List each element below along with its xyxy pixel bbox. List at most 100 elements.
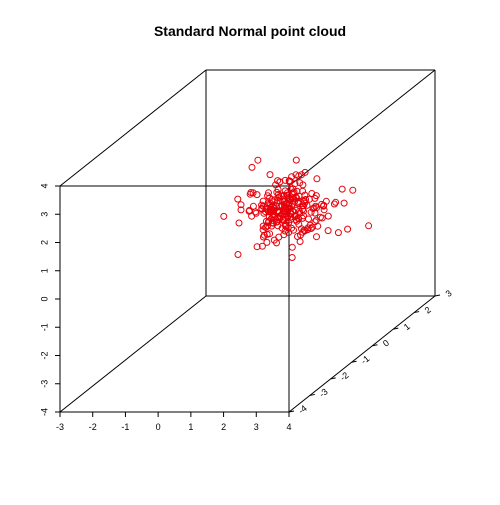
data-point bbox=[365, 222, 373, 230]
x-tick-label: -3 bbox=[56, 422, 64, 432]
data-point bbox=[307, 208, 315, 216]
data-point bbox=[338, 185, 346, 193]
data-point bbox=[269, 219, 276, 227]
data-point bbox=[220, 212, 228, 220]
z-tick-label: 4 bbox=[39, 183, 49, 188]
z-tick-label: -4 bbox=[39, 408, 49, 416]
data-point bbox=[308, 190, 316, 197]
data-point bbox=[293, 194, 301, 202]
data-point bbox=[322, 197, 330, 205]
data-point bbox=[275, 207, 283, 215]
data-point bbox=[264, 222, 272, 230]
data-point bbox=[259, 222, 267, 230]
data-point bbox=[340, 199, 348, 207]
y-tick-mark bbox=[330, 377, 336, 380]
z-tick-label: 3 bbox=[39, 212, 49, 217]
data-point bbox=[324, 227, 332, 235]
z-tick-label: 2 bbox=[39, 240, 49, 245]
data-point bbox=[274, 190, 282, 198]
data-point bbox=[254, 156, 262, 164]
data-point bbox=[248, 163, 256, 171]
data-point bbox=[259, 202, 267, 210]
x-tick-label: -1 bbox=[121, 422, 129, 432]
data-point bbox=[312, 192, 320, 200]
data-point bbox=[313, 233, 320, 241]
data-point bbox=[264, 192, 272, 200]
data-point bbox=[237, 206, 245, 214]
data-point bbox=[280, 231, 288, 239]
data-point bbox=[299, 181, 307, 189]
data-point bbox=[258, 204, 266, 212]
data-point bbox=[307, 225, 315, 232]
data-point bbox=[288, 243, 296, 251]
data-point bbox=[294, 214, 302, 222]
y-tick-mark bbox=[414, 311, 420, 314]
data-point bbox=[273, 214, 281, 221]
x-tick-label: 0 bbox=[156, 422, 161, 432]
y-tick-label: 0 bbox=[381, 338, 391, 349]
data-point bbox=[349, 186, 357, 194]
data-point bbox=[252, 208, 259, 216]
data-point bbox=[278, 201, 286, 209]
z-tick-label: -2 bbox=[39, 351, 49, 359]
data-point bbox=[289, 189, 297, 197]
y-tick-label: 3 bbox=[444, 288, 454, 299]
data-point bbox=[284, 194, 292, 202]
data-point bbox=[301, 199, 309, 207]
data-point bbox=[281, 176, 289, 184]
data-point bbox=[292, 156, 300, 164]
data-point bbox=[270, 236, 278, 244]
x-tick-label: 1 bbox=[188, 422, 193, 432]
data-point bbox=[258, 242, 266, 250]
data-point bbox=[268, 222, 276, 230]
data-point bbox=[266, 171, 274, 179]
chart-title: Standard Normal point cloud bbox=[154, 23, 346, 39]
data-point bbox=[296, 209, 304, 217]
data-point bbox=[265, 208, 273, 216]
data-point bbox=[330, 200, 338, 208]
y-tick-label: 1 bbox=[402, 321, 412, 332]
data-point bbox=[266, 230, 274, 238]
data-point bbox=[301, 168, 309, 176]
data-point bbox=[273, 218, 281, 226]
data-point bbox=[265, 200, 273, 208]
data-point bbox=[288, 254, 296, 261]
data-point bbox=[287, 185, 295, 193]
data-point bbox=[334, 229, 342, 237]
y-tick-label: 2 bbox=[423, 305, 433, 316]
data-point bbox=[265, 189, 272, 197]
x-tick-label: 4 bbox=[286, 422, 291, 432]
data-point bbox=[324, 212, 332, 220]
bounding-box bbox=[59, 69, 436, 413]
z-tick-label: 0 bbox=[39, 296, 49, 301]
data-point bbox=[295, 172, 303, 180]
data-point bbox=[332, 198, 340, 206]
data-point bbox=[266, 194, 274, 202]
data-point bbox=[302, 196, 310, 203]
x-tick-label: 3 bbox=[254, 422, 259, 432]
data-point bbox=[258, 201, 266, 209]
box-edge bbox=[288, 295, 436, 413]
data-point bbox=[274, 177, 282, 185]
y-tick-mark bbox=[434, 294, 441, 297]
data-point bbox=[269, 203, 277, 211]
z-tick-label: -3 bbox=[39, 380, 49, 388]
data-point bbox=[313, 204, 321, 212]
data-point bbox=[259, 233, 267, 241]
data-point bbox=[274, 186, 282, 193]
data-point bbox=[308, 223, 316, 231]
data-point bbox=[247, 189, 255, 196]
z-tick-label: 1 bbox=[39, 268, 49, 273]
data-point bbox=[286, 177, 294, 185]
data-point bbox=[296, 238, 304, 245]
z-tick-label: -1 bbox=[39, 323, 49, 331]
data-point bbox=[313, 175, 321, 183]
data-point bbox=[289, 208, 297, 216]
box-edge bbox=[59, 69, 207, 187]
data-point bbox=[284, 212, 292, 220]
data-point bbox=[285, 202, 293, 209]
data-point bbox=[264, 199, 272, 207]
